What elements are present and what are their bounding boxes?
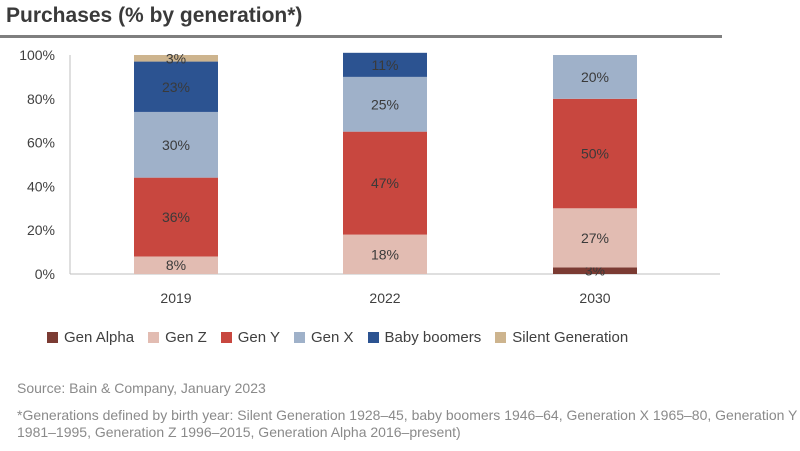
bar-segment-silent-generation [134,55,218,62]
bar-segment-gen-y [134,177,218,257]
data-label: 3% [166,50,186,66]
data-label: 23% [162,79,190,95]
legend-swatch [148,332,160,343]
footnote: *Generations defined by birth year: Sile… [17,407,798,440]
legend-label: Gen Z [165,329,207,346]
bar-segment-gen-x [343,76,427,132]
legend-label: Silent Generation [512,329,629,346]
data-label: 25% [371,96,399,112]
bar-segment-gen-y [343,131,427,235]
chart-title: Purchases (% by generation*) [6,4,303,27]
data-label: 47% [371,175,399,191]
legend-swatch [367,332,379,343]
bar-segment-gen-alpha [553,267,637,274]
y-tick-label: 80% [27,91,55,107]
source-note: Source: Bain & Company, January 2023 [17,380,266,396]
title-divider [0,35,722,38]
data-label: 27% [581,230,609,246]
y-tick-label: 0% [35,266,55,282]
chart-legend: Gen Alpha Gen Z Gen Y Gen X Baby boomers Sile… [47,329,642,346]
legend-swatch [220,332,232,343]
stacked-bar-chart: 0% 20% 40% 60% 80% 100% 2019 2022 2030 8% 36% 30% 23… [19,47,720,306]
legend-item: Gen Y [220,329,281,346]
legend-item: Gen Z [148,329,207,346]
bar-segment-baby-boomers [343,52,427,77]
y-tick-label: 40% [27,178,55,194]
legend-label: Gen X [311,329,354,346]
bar-segment-gen-z [343,234,427,274]
legend-item: Gen Alpha [47,329,134,346]
legend-swatch [294,332,306,343]
legend-item: Silent Generation [495,329,628,346]
x-tick-label: 2030 [579,290,610,306]
x-tick-label: 2022 [369,290,400,306]
bar-segment-gen-z [134,256,218,274]
data-label: 30% [162,137,190,153]
legend-swatch [495,332,507,343]
legend-item: Gen X [294,329,354,346]
legend-label: Baby boomers [384,329,482,346]
y-tick-label: 60% [27,135,55,151]
data-label: 18% [371,246,399,262]
bar-segment-gen-x [134,111,218,178]
legend-item: Baby boomers [367,329,482,346]
bar-segment-gen-y [553,98,637,209]
data-label: 8% [166,257,186,273]
legend-swatch [47,332,58,343]
data-label: 11% [372,57,399,73]
legend-label: Gen Y [237,329,281,346]
y-tick-label: 20% [27,222,55,238]
bar-segment-gen-z [553,208,637,268]
bar-segment-gen-x [553,55,637,99]
bar-segment-baby-boomers [134,61,218,112]
x-tick-label: 2019 [160,290,191,306]
data-label: 20% [581,69,609,85]
data-label: 36% [162,209,190,225]
legend-label: Gen Alpha [64,329,135,346]
data-label: 50% [581,146,609,162]
y-tick-label: 100% [19,47,55,63]
